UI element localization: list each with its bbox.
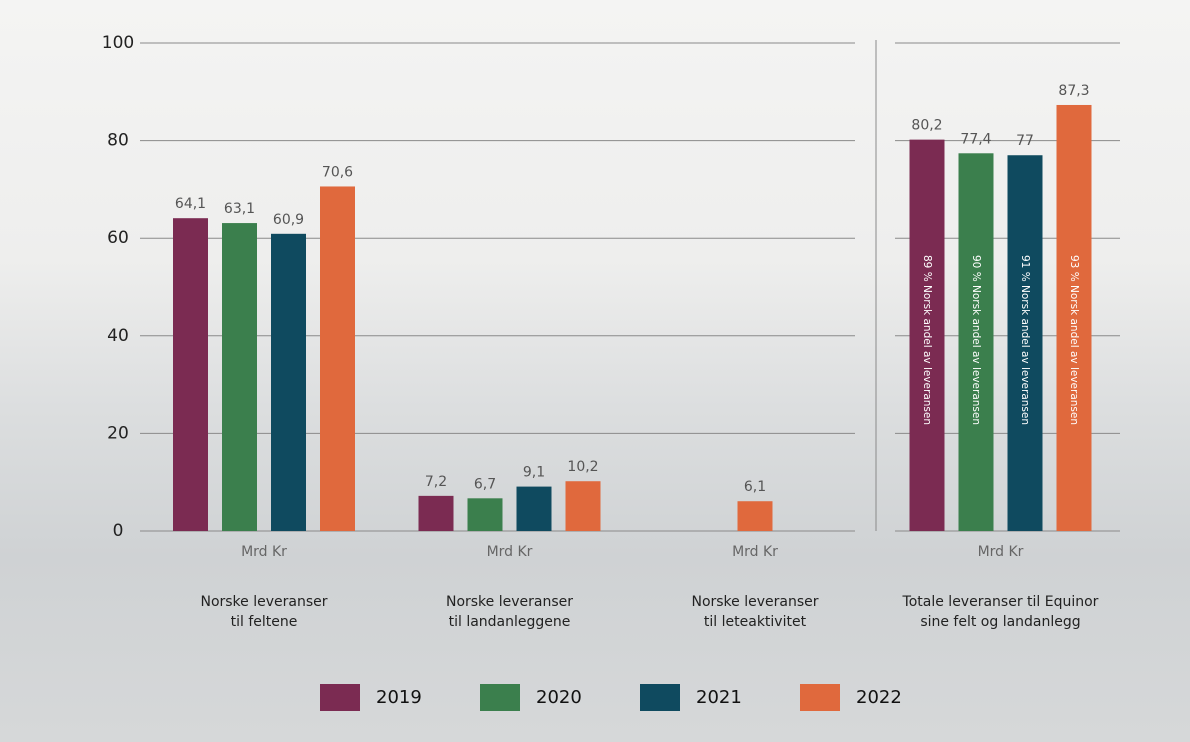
value-label: 77,4	[960, 131, 991, 147]
bar	[737, 501, 773, 531]
legend-swatch	[800, 684, 840, 711]
legend-label: 2021	[696, 687, 742, 708]
bar	[958, 153, 994, 531]
legend-label: 2020	[536, 687, 582, 708]
bar	[320, 186, 355, 532]
bar	[467, 498, 503, 531]
value-label: 6,7	[474, 476, 496, 492]
bar-annotation: 93 % Norsk andel av leveransen	[1068, 255, 1080, 425]
value-label: 77	[1016, 133, 1034, 149]
bar	[565, 481, 601, 531]
bar-annotation: 90 % Norsk andel av leveransen	[970, 255, 982, 425]
unit-label: Mrd Kr	[487, 544, 533, 560]
value-label: 10,2	[567, 459, 598, 475]
value-label: 7,2	[425, 474, 447, 490]
value-label: 64,1	[175, 196, 206, 212]
value-label: 70,6	[322, 164, 353, 180]
y-tick-label: 100	[102, 33, 134, 53]
y-tick-label: 0	[113, 521, 124, 541]
value-label: 80,2	[911, 118, 942, 134]
value-label: 63,1	[224, 201, 255, 217]
bar	[516, 486, 552, 531]
unit-label: Mrd Kr	[241, 544, 287, 560]
bar-annotation: 91 % Norsk andel av leveransen	[1019, 255, 1031, 425]
y-tick-label: 40	[107, 326, 129, 346]
bar	[909, 139, 945, 531]
bar	[1007, 155, 1043, 532]
value-label: 60,9	[273, 212, 304, 228]
value-label: 9,1	[523, 465, 545, 481]
legend-swatch	[480, 684, 520, 711]
bar	[173, 218, 208, 531]
unit-label: Mrd Kr	[732, 544, 778, 560]
value-label: 87,3	[1058, 83, 1089, 99]
bar	[1056, 104, 1092, 531]
value-label: 6,1	[744, 479, 766, 495]
legend-swatch	[320, 684, 360, 711]
unit-label: Mrd Kr	[978, 544, 1024, 560]
y-tick-label: 80	[107, 131, 129, 151]
category-label: Norske leveranser til leteaktivitet	[691, 594, 819, 630]
y-tick-label: 60	[107, 228, 129, 248]
bar	[271, 233, 306, 532]
legend-label: 2022	[856, 687, 902, 708]
bar	[418, 495, 454, 531]
legend-label: 2019	[376, 687, 422, 708]
y-tick-label: 20	[107, 423, 129, 443]
category-label: Totale leveranser til Equinor sine felt …	[902, 594, 1099, 630]
bar-annotation: 89 % Norsk andel av leveransen	[921, 255, 933, 425]
category-label: Norske leveranser til landanleggene	[445, 594, 574, 630]
legend-swatch	[640, 684, 680, 711]
category-label: Norske leveranser til feltene	[200, 594, 328, 630]
bar	[222, 223, 257, 531]
